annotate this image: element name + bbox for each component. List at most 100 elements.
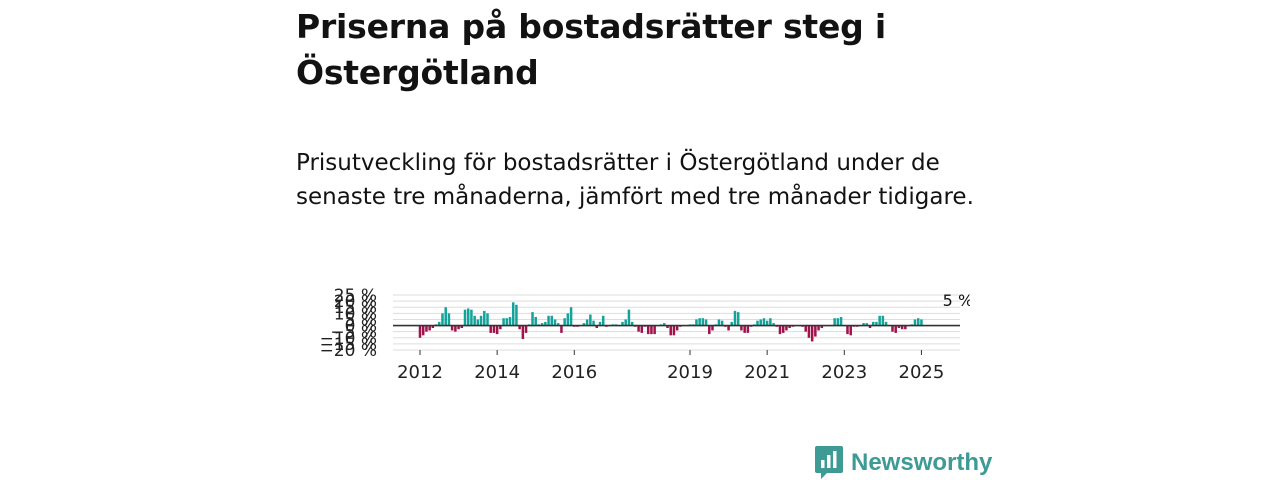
- bar-negative: [637, 325, 640, 332]
- bar-positive: [598, 321, 602, 326]
- bar-positive: [762, 318, 766, 326]
- brand: Newsworthy: [815, 446, 992, 480]
- bar-positive: [839, 317, 843, 326]
- bar-negative: [846, 325, 849, 335]
- bar-positive: [663, 323, 666, 326]
- bar-positive: [624, 319, 627, 326]
- x-tick-label: 2025: [899, 362, 945, 383]
- bar-negative: [650, 325, 653, 335]
- x-tick-label: 2019: [667, 362, 713, 383]
- x-tick-label: 2021: [744, 362, 790, 383]
- page-subtitle: Prisutveckling för bostadsrätter i Öster…: [296, 150, 974, 210]
- bar-positive: [563, 318, 566, 326]
- bar-negative: [740, 325, 743, 331]
- bar-negative: [894, 325, 897, 333]
- bar-positive: [547, 315, 550, 326]
- bar-negative: [560, 325, 563, 333]
- bar-positive: [704, 319, 708, 326]
- bar-positive: [765, 320, 769, 326]
- bar-negative: [820, 325, 824, 328]
- bar-negative: [804, 325, 807, 332]
- bar-negative: [666, 325, 669, 328]
- bar-positive: [701, 318, 705, 326]
- bar-positive: [871, 321, 875, 326]
- bar-positive: [502, 318, 505, 326]
- bar-positive: [836, 318, 840, 326]
- bar-positive: [627, 309, 631, 326]
- y-tick-label: 25 %: [334, 286, 377, 306]
- bar-negative: [781, 325, 785, 333]
- bar-negative: [457, 325, 460, 330]
- bar-positive: [505, 318, 509, 326]
- bar-negative: [746, 325, 750, 333]
- bar-positive: [556, 323, 560, 326]
- bar-positive: [550, 315, 554, 326]
- bar-positive: [534, 317, 537, 326]
- bar-positive: [486, 313, 489, 326]
- bar-positive: [444, 307, 447, 326]
- bar-positive: [531, 312, 534, 326]
- bar-positive: [878, 315, 881, 326]
- bar-positive: [717, 319, 721, 326]
- bar-positive: [695, 319, 698, 326]
- y-tick-label: −10 %: [320, 329, 377, 349]
- x-tick-label: 2012: [397, 362, 443, 383]
- bar-positive: [756, 320, 759, 326]
- bar-negative: [669, 325, 672, 336]
- last-value-label: 5 %: [943, 291, 970, 310]
- bar-negative: [431, 325, 435, 328]
- bar-positive: [438, 321, 441, 326]
- bar-negative: [891, 325, 894, 332]
- bar-negative: [499, 325, 502, 330]
- bar-negative: [492, 325, 496, 333]
- bar-positive: [544, 321, 547, 326]
- bar-positive: [720, 320, 724, 326]
- bar-negative: [868, 325, 872, 328]
- y-tick-label: 15 %: [334, 298, 377, 318]
- y-tick-label: −5 %: [330, 323, 377, 343]
- page-title: Priserna på bostadsrätter steg i Östergö…: [296, 7, 887, 92]
- bar-negative: [810, 325, 814, 342]
- bar-negative: [428, 325, 431, 331]
- bar-positive: [515, 304, 518, 326]
- bar-negative: [646, 325, 650, 335]
- bar-negative: [849, 325, 852, 336]
- bar-positive: [463, 309, 467, 326]
- bar-positive: [736, 312, 740, 326]
- y-tick-label: 10 %: [334, 304, 377, 324]
- bar-positive: [473, 315, 476, 326]
- bar-negative: [904, 325, 907, 330]
- bar-positive: [582, 323, 586, 326]
- bar-negative: [460, 325, 464, 328]
- newsworthy-logo-icon: [815, 446, 843, 479]
- bar-negative: [743, 325, 746, 333]
- y-tick-label: 20 %: [334, 292, 377, 312]
- y-axis-ticks: −20 %−15 %−10 %−5 %0 %5 %10 %15 %20 %25 …: [320, 286, 377, 361]
- bar-positive: [759, 319, 762, 326]
- bar-positive: [441, 313, 444, 326]
- bar-positive: [483, 310, 486, 326]
- bar-positive: [769, 318, 772, 326]
- x-axis-ticks: 2012 2014 2016 2019 2021 2023 2025: [397, 350, 944, 383]
- price-change-chart: −20 %−15 %−10 %−5 %0 % 5 % 10 %15 %20 %25 …: [320, 286, 970, 383]
- bar-positive: [508, 317, 512, 326]
- x-tick-label: 2023: [821, 362, 867, 383]
- x-tick-label: 2014: [474, 362, 520, 383]
- bar-negative: [778, 325, 782, 335]
- bar-positive: [865, 323, 869, 326]
- bar-positive: [862, 323, 865, 326]
- chart-bars: [418, 302, 923, 342]
- bar-negative: [454, 325, 457, 332]
- y-tick-label: −15 %: [320, 335, 377, 355]
- bar-negative: [421, 325, 425, 336]
- bar-negative: [518, 325, 521, 330]
- bar-negative: [640, 325, 644, 333]
- bar-negative: [711, 325, 714, 331]
- bar-negative: [450, 325, 454, 331]
- bar-positive: [733, 310, 737, 326]
- bar-negative: [708, 325, 711, 335]
- y-tick-label: 0 %: [345, 317, 377, 337]
- y-tick-label: −20 %: [320, 341, 377, 361]
- bar-negative: [524, 325, 528, 333]
- bar-positive: [540, 323, 544, 326]
